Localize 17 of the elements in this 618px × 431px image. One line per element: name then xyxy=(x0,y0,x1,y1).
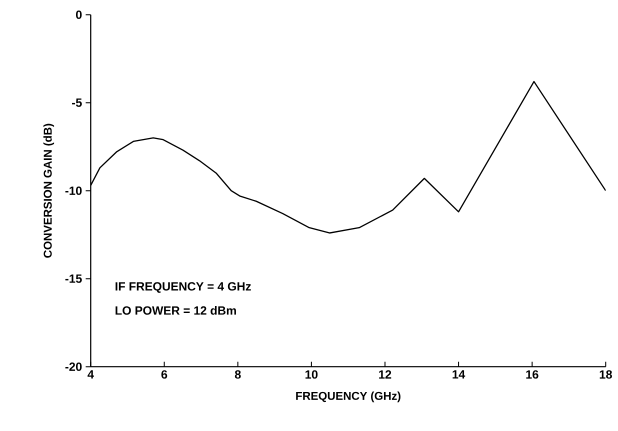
y-tick-label: -15 xyxy=(65,274,82,283)
y-tick-label: -10 xyxy=(65,186,82,195)
x-tick-label: 6 xyxy=(161,370,168,379)
x-tick-label: 14 xyxy=(452,370,466,378)
y-tick-label: -20 xyxy=(65,362,82,371)
annotation: IF FREQUENCY = 4 GHz xyxy=(116,282,251,293)
y-axis-title: CONVERSION GAIN (dB) xyxy=(43,124,54,258)
x-tick-label: 4 xyxy=(88,370,94,378)
y-tick-label: -5 xyxy=(72,98,82,107)
x-tick-label: 10 xyxy=(306,370,318,379)
x-tick-label: 8 xyxy=(234,370,241,379)
annotation: LO POWER = 12 dBm xyxy=(116,306,236,315)
x-tick-label: 16 xyxy=(526,370,538,379)
x-tick-label: 12 xyxy=(379,370,392,379)
x-tick-label: 18 xyxy=(600,370,612,379)
y-tick-label: 0 xyxy=(76,10,82,19)
x-axis-title: FREQUENCY (GHz) xyxy=(296,392,400,402)
